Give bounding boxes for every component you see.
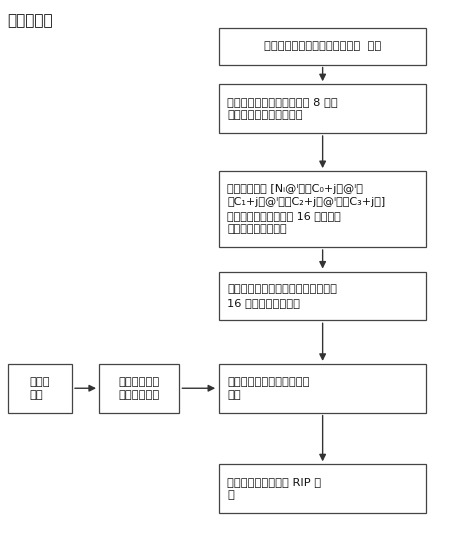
Bar [219, 272, 426, 320]
Bar [219, 171, 426, 247]
Bar [219, 28, 426, 65]
Bar [99, 364, 179, 413]
Text: 连续调
图像: 连续调 图像 [30, 377, 50, 400]
Text: 图像栅格化处
理、混合加网: 图像栅格化处 理、混合加网 [118, 377, 160, 400]
Bar [219, 84, 426, 133]
Text: 加密流程图: 加密流程图 [7, 14, 53, 29]
Text: 原始防伪信息（图像、文字、商  标）: 原始防伪信息（图像、文字、商 标） [264, 41, 381, 51]
Text: 通过位扩展和 [Nᵢ@ᴵ，（C₀+j）@ᴵ，
（C₁+j）@ᴵ，（C₂+j）@ᴵ，（C₃+j）]
变参数加密运算，生成 16 位一组二
进制加密防伪信息表: 通过位扩展和 [Nᵢ@ᴵ，（C₀+j）@ᴵ， （C₁+j）@ᴵ，（C₂+j）@ᴵ… [227, 184, 386, 234]
Bar [219, 364, 426, 413]
Bar [8, 364, 72, 413]
Text: 二进制加密防伪信息信道编码，生成
16 位二进制调制信号: 二进制加密防伪信息信道编码，生成 16 位二进制调制信号 [227, 285, 338, 307]
Text: 循环查表法调制调幅网点的
形状: 循环查表法调制调幅网点的 形状 [227, 377, 310, 400]
Text: 防伪信息数字化处理，生成 8 位一
组的二进制防伪信息表。: 防伪信息数字化处理，生成 8 位一 组的二进制防伪信息表。 [227, 97, 338, 120]
Bar [219, 464, 426, 513]
Text: 输出嵌入防伪信息的 RIP 文
件: 输出嵌入防伪信息的 RIP 文 件 [227, 477, 322, 500]
